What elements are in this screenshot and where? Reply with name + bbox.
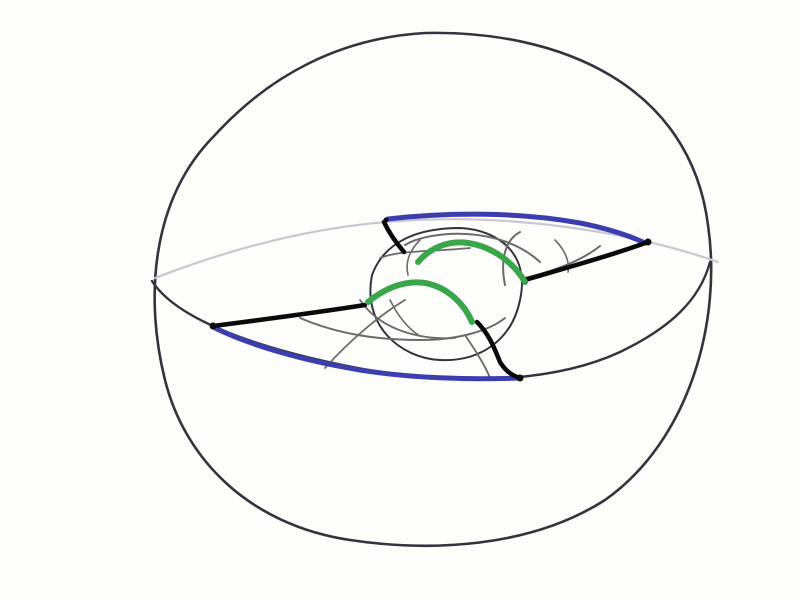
vertex-dots <box>209 217 652 382</box>
blue-edge-bottom <box>212 325 521 382</box>
blue-edge-top <box>385 211 648 246</box>
gray-arc-4 <box>379 247 471 259</box>
gray-arc-11 <box>406 239 421 276</box>
outer-sphere-outline <box>153 31 713 548</box>
gray-arcs <box>299 231 601 379</box>
vertex-right <box>644 238 652 246</box>
vertex-top <box>383 217 389 223</box>
green-edge-lower <box>365 279 475 325</box>
black-edge-top-stub <box>381 219 407 255</box>
gray-arc-7 <box>359 299 456 340</box>
gray-arc-6 <box>324 299 406 369</box>
vertex-left <box>209 322 217 330</box>
gray-arc-1 <box>404 232 541 263</box>
green-edge-upper <box>415 239 528 285</box>
inner-sphere-outline <box>369 227 523 362</box>
black-edges <box>210 219 651 381</box>
equator-front-arc <box>150 260 712 381</box>
black-edge-left <box>210 302 368 329</box>
black-edge-right <box>522 239 651 283</box>
gray-arc-9 <box>389 299 421 337</box>
gray-arc-2 <box>502 231 521 286</box>
black-edge-bottom-stub <box>474 319 523 381</box>
vertex-bottom <box>516 374 524 382</box>
gray-arc-8 <box>464 334 491 379</box>
